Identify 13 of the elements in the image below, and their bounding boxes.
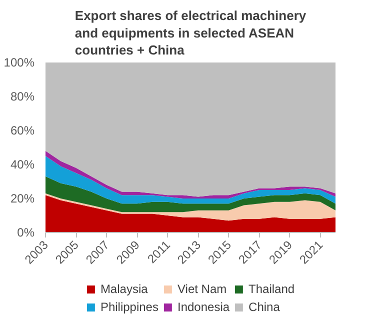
legend-label: Philippines [100, 300, 158, 314]
y-tick-label: 20% [10, 192, 35, 206]
legend-label: Thailand [248, 282, 295, 296]
y-tick-label: 0% [17, 226, 35, 240]
y-tick-label: 60% [10, 124, 35, 138]
y-tick-label: 100% [4, 56, 35, 70]
legend-label: Malaysia [100, 282, 148, 296]
y-tick-label: 80% [10, 90, 35, 104]
legend-label: Viet Nam [177, 282, 227, 296]
y-tick-label: 40% [10, 158, 35, 172]
legend-label: China [248, 300, 280, 314]
chart-title: Export shares of electrical machinery and equipments in selected ASEAN countries + China [74, 8, 307, 58]
legend-label: Indonesia [177, 300, 230, 314]
